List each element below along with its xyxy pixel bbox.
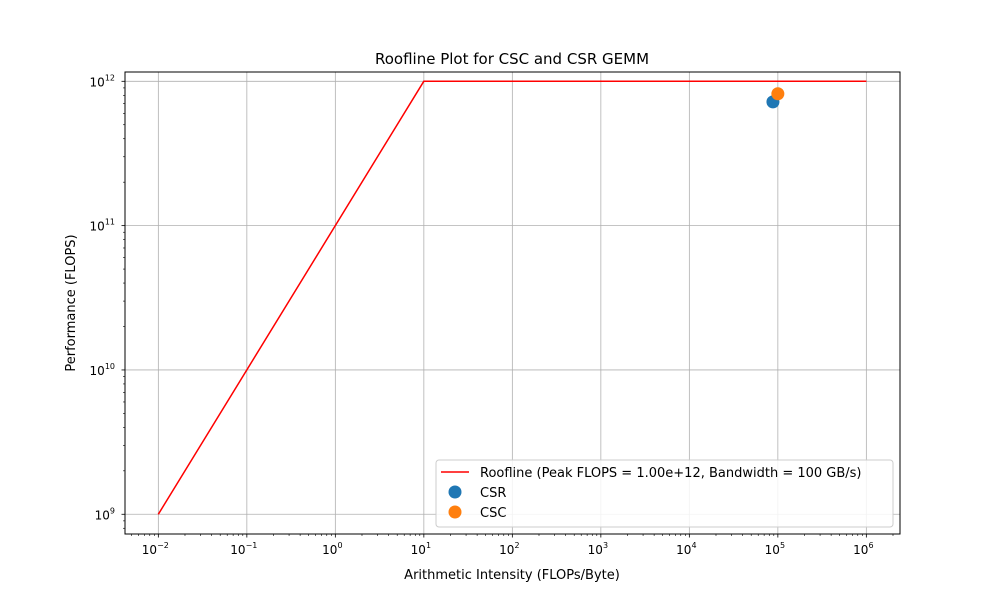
legend: Roofline (Peak FLOPS = 1.00e+12, Bandwid… (435, 459, 894, 528)
x-tick-label-base: 10 (322, 543, 337, 557)
legend-csc-marker (448, 505, 462, 519)
legend-label: CSR (480, 486, 506, 501)
y-tick-label-exponent: 11 (105, 218, 115, 227)
x-tick-label-exponent: 1 (426, 541, 431, 550)
x-tick-label-base: 10 (676, 543, 691, 557)
y-tick-label-base: 10 (90, 220, 105, 234)
x-tick-label-exponent: 0 (337, 541, 342, 550)
roofline-line (157, 80, 867, 515)
y-tick-label-base: 10 (95, 508, 110, 522)
chart-title: Roofline Plot for CSC and CSR GEMM (375, 50, 649, 68)
legend-label: CSC (480, 506, 506, 521)
y-tick-label-exponent: 12 (105, 73, 115, 82)
tick-marks (121, 80, 867, 538)
y-tick-label: 1012 (90, 73, 115, 89)
legend-csr-marker (448, 485, 462, 499)
x-tick-label: 10−2 (142, 541, 169, 557)
legend-label: Roofline (Peak FLOPS = 1.00e+12, Bandwid… (480, 466, 862, 481)
x-tick-label-base: 10 (765, 543, 780, 557)
x-tick-label-base: 10 (142, 543, 157, 557)
x-tick-label: 101 (411, 541, 431, 557)
x-tick-label: 102 (499, 541, 519, 557)
x-tick-label-exponent: −1 (246, 541, 258, 550)
csc-point (771, 87, 785, 101)
y-axis-label: Performance (FLOPS) (64, 234, 79, 371)
x-tick-label-exponent: 5 (780, 541, 785, 550)
x-tick-label-exponent: 6 (868, 541, 873, 550)
x-axis-label: Arithmetic Intensity (FLOPs/Byte) (404, 568, 620, 583)
x-tick-label-exponent: 3 (603, 541, 608, 550)
x-tick-label-base: 10 (853, 543, 868, 557)
x-tick-label: 10−1 (230, 541, 257, 557)
x-tick-label-exponent: 2 (514, 541, 519, 550)
x-tick-label: 104 (676, 541, 696, 557)
y-tick-label-base: 10 (90, 75, 105, 89)
y-tick-label: 1011 (90, 218, 115, 234)
x-tick-label-base: 10 (230, 543, 245, 557)
x-tick-label-exponent: 4 (691, 541, 696, 550)
plot-series (157, 80, 867, 515)
x-tick-label: 106 (853, 541, 873, 557)
x-tick-label-base: 10 (588, 543, 603, 557)
y-tick-label: 109 (95, 506, 115, 522)
x-tick-label-base: 10 (411, 543, 426, 557)
legend-box (435, 459, 894, 528)
x-tick-label-exponent: −2 (157, 541, 169, 550)
x-tick-label: 100 (322, 541, 342, 557)
tick-labels: 10−2 10−1 100 101 102 103 104 105 10610910101011… (90, 73, 874, 557)
y-tick-label-base: 10 (90, 364, 105, 378)
x-tick-label-base: 10 (499, 543, 514, 557)
plot-frame (124, 71, 901, 535)
y-tick-label: 1010 (90, 362, 115, 378)
x-tick-label: 105 (765, 541, 785, 557)
y-tick-label-exponent: 9 (110, 506, 115, 515)
y-tick-label-exponent: 10 (105, 362, 115, 371)
x-tick-label: 103 (588, 541, 608, 557)
